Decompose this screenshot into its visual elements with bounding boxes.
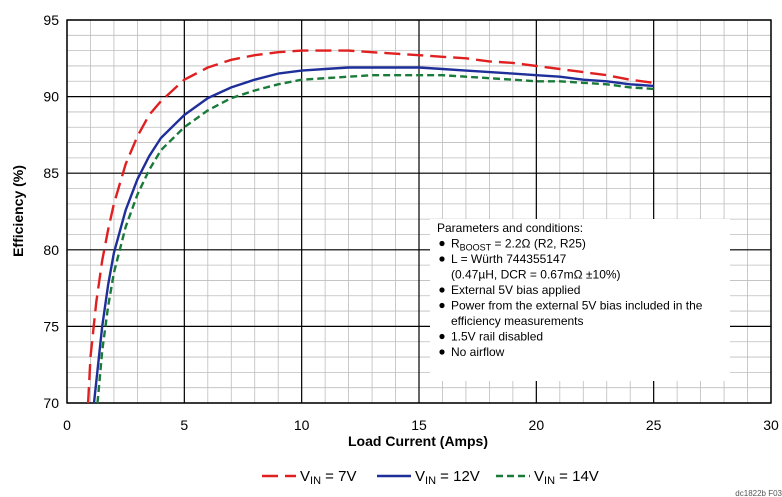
y-tick-label: 90 [43,89,59,105]
figure-reference: dc1822b F03 [735,489,782,497]
conditions-note-item: Power from the external 5V bias included… [451,299,703,313]
series-line [96,74,654,404]
conditions-note: Parameters and conditions: RBOOST = 2.2Ω… [430,219,730,381]
major-grid [66,19,772,404]
conditions-note-item: L = Würth 744355147 [451,252,567,266]
y-tick-label: 80 [43,242,59,258]
x-tick-label: 30 [763,417,779,433]
x-tick-labels: 0 5 10 15 20 25 30 [63,417,779,433]
y-tick-labels: 70 75 80 85 90 95 [43,12,59,411]
x-tick-label: 25 [646,417,662,433]
conditions-note-item: External 5V bias applied [451,283,580,297]
x-tick-label: 0 [63,417,71,433]
x-axis-title: Load Current (Amps) [348,433,488,449]
series-line [86,49,654,404]
bullet-dot [439,349,445,355]
bullet-dot [439,287,445,293]
y-tick-label: 70 [43,395,59,411]
bullet-dot [439,256,445,262]
y-tick-label: 75 [43,318,59,334]
x-tick-label: 20 [529,417,545,433]
bullet-dot [439,240,445,247]
conditions-note-background [430,219,730,381]
x-tick-label: 10 [294,417,310,433]
legend: VIN = 7V VIN = 12V VIN = 14V [262,468,599,487]
plot-frame [66,19,772,404]
legend-label: VIN = 14V [534,468,599,487]
series-line [92,66,654,404]
conditions-note-line: efficiency measurements [451,314,584,328]
legend-label: VIN = 7V [300,468,356,487]
bullet-dot [439,333,445,340]
series-lines [86,49,654,404]
y-tick-label: 85 [43,165,59,181]
x-tick-label: 15 [411,417,427,433]
conditions-note-item: 1.5V rail disabled [451,330,543,344]
legend-label: VIN = 12V [415,468,480,487]
x-tick-label: 5 [180,417,188,433]
conditions-note-item: RBOOST = 2.2Ω (R2, R25) [451,237,586,253]
y-axis-title: Efficiency (%) [10,165,26,257]
conditions-note-item: No airflow [451,345,505,359]
bullet-dot [439,302,445,309]
y-tick-label: 95 [43,12,59,28]
conditions-note-line: (0.47µH, DCR = 0.67mΩ ±10%) [451,268,621,282]
conditions-note-title: Parameters and conditions: [437,221,583,235]
